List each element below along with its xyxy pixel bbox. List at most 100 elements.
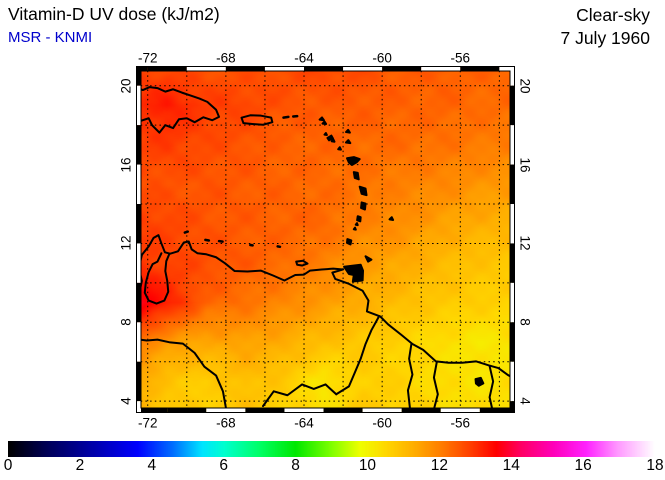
frame-segment: [137, 282, 141, 323]
frame-segment: [225, 67, 265, 71]
tick-label: 16: [118, 157, 134, 173]
tick-label: 20: [118, 78, 134, 94]
meta-orinoco-river: [136, 339, 227, 413]
lake-maracaibo: [145, 253, 169, 303]
frame-segment: [137, 361, 141, 402]
tick-label: -60: [372, 415, 392, 431]
map-overlay: [136, 66, 515, 413]
frame-segment: [136, 408, 168, 412]
tick-label: -56: [450, 415, 471, 431]
frame-segment: [510, 282, 514, 323]
frame-segment: [510, 243, 514, 283]
coastlines: [136, 87, 515, 413]
virgin-islands: [283, 116, 297, 118]
frame-segment: [136, 66, 515, 413]
windward-islands: [347, 172, 393, 262]
colorbar-tick-label: 12: [430, 457, 448, 474]
venezuela-guyana-border: [336, 316, 379, 394]
abc-islands: [185, 232, 280, 247]
colorbar-tick-label: 0: [3, 457, 13, 474]
courantyne-river: [433, 362, 438, 413]
tick-label: -68: [216, 50, 236, 66]
frame-segment: [460, 67, 500, 71]
frame-segment: [304, 67, 344, 71]
frame-segment: [440, 408, 480, 412]
tick-label: -64: [294, 50, 314, 66]
frame-segment: [147, 67, 187, 71]
colorbar-tick-label: 16: [574, 457, 592, 474]
tick-label: -60: [372, 50, 392, 66]
tick-label: -64: [294, 415, 314, 431]
map-frame: [136, 66, 515, 413]
colorbar-tick-label: 8: [291, 457, 300, 474]
tick-label: -72: [137, 50, 158, 66]
frame-segment: [137, 401, 141, 413]
frame-segment: [137, 125, 141, 165]
frame-segment: [137, 322, 141, 362]
frame-segment: [136, 67, 148, 71]
hispaniola-coastline: [136, 87, 219, 133]
tick-label: 8: [517, 318, 533, 327]
tick-label: -72: [137, 415, 158, 431]
frame-segment: [284, 408, 324, 412]
frame-segment: [401, 408, 441, 412]
frame-segment: [510, 125, 514, 165]
graticule-grid: [136, 66, 515, 413]
frame-segment: [137, 85, 141, 126]
tick-label: 4: [118, 397, 134, 405]
frame-segment: [479, 408, 515, 412]
frame-segment: [510, 66, 514, 86]
tick-label: 4: [517, 397, 533, 405]
page-subtitle: MSR - KNMI: [8, 29, 93, 46]
tick-label: -56: [450, 50, 471, 66]
page-title: Vitamin-D UV dose (kJ/m2): [8, 4, 220, 24]
frame-segment: [510, 164, 514, 205]
maroni-river: [490, 366, 494, 413]
margarita-island: [296, 261, 307, 266]
frame-segment: [264, 67, 305, 71]
colorbar-tick-label: 6: [219, 457, 228, 474]
frame-segment: [186, 67, 226, 71]
frame-segment: [206, 408, 246, 412]
tick-label: 8: [118, 318, 134, 327]
frame-segment: [510, 204, 514, 244]
tick-label: 20: [517, 78, 533, 94]
frame-segment: [362, 408, 402, 412]
frame-segment: [137, 66, 141, 86]
frame-segment: [343, 67, 383, 71]
essequibo-river: [408, 344, 412, 413]
south-america-coastline: [136, 235, 515, 379]
frame-segment: [245, 408, 285, 412]
frame-segment: [510, 85, 514, 126]
frame-segment: [382, 67, 422, 71]
frame-segment: [421, 67, 461, 71]
header-right: Clear-sky 7 July 1960: [560, 4, 650, 50]
tick-label: 16: [517, 157, 533, 173]
colorbar-tick-label: 4: [147, 457, 157, 474]
colorbar-canvas: [8, 441, 655, 457]
frame-segment: [510, 361, 514, 402]
frame-segment: [167, 408, 207, 412]
brokopondo-reservoir: [476, 378, 484, 386]
tick-label: 12: [118, 235, 134, 251]
colorbar-tick-label: 14: [502, 457, 520, 474]
frame-segment: [137, 164, 141, 205]
frame-segment: [137, 204, 141, 244]
venezuela-brazil-border: [263, 384, 336, 406]
frame-segment: [140, 70, 511, 409]
tick-label: -68: [216, 415, 236, 431]
frame-segment: [499, 67, 515, 71]
guadeloupe: [347, 157, 360, 165]
puerto-rico-coastline: [241, 115, 272, 124]
leeward-islands: [320, 117, 351, 149]
colorbar: 0 2 4 6 8 10 12 14 16 18: [0, 440, 665, 480]
date-label: 7 July 1960: [560, 28, 650, 48]
frame-segment: [510, 322, 514, 362]
frame-segment: [323, 408, 363, 412]
tick-label: 12: [517, 235, 533, 251]
colorbar-tick-label: 10: [358, 457, 377, 474]
colorbar-tick-label: 2: [75, 457, 85, 474]
frame-segment: [137, 243, 141, 283]
colorbar-tick-label: 18: [646, 457, 664, 474]
